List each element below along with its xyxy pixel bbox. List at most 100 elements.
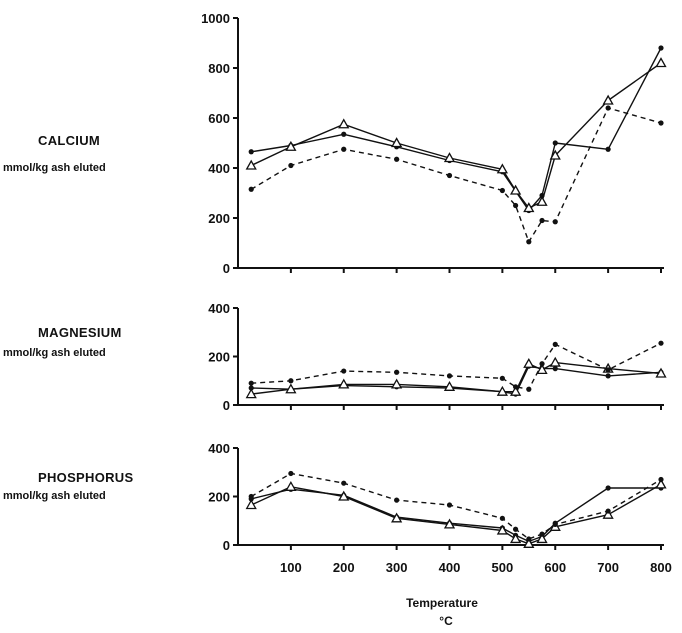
magnesium-series-2-point (245, 388, 257, 399)
calcium-series-2-point (496, 163, 508, 174)
calcium-series-2-line (250, 62, 662, 209)
phosphorus-series-2-point (509, 533, 522, 544)
x-tick-label: 500 (492, 560, 514, 575)
calcium-series-1-point (341, 131, 347, 137)
phosphorus-series-2-point (496, 524, 508, 535)
magnesium-series-2-point (655, 367, 667, 378)
magnesium-panel-label: MAGNESIUM (38, 325, 122, 340)
magnesium-series-2-point (536, 364, 548, 374)
magnesium-y-tick-label: 0 (223, 398, 230, 413)
calcium-series-3-point (394, 156, 400, 162)
calcium-series-1-point (658, 45, 664, 51)
phosphorus-y-tick-label: 400 (208, 441, 230, 456)
magnesium-series-2-point (391, 378, 403, 389)
magnesium-series-3-point (526, 386, 532, 392)
magnesium-panel-unit: mmol/kg ash eluted (3, 347, 106, 359)
calcium-series-2-point (443, 152, 456, 163)
calcium-series-3-point (512, 202, 519, 209)
magnesium-series-2-point (496, 385, 508, 396)
calcium-y-tick-label: 1000 (201, 11, 230, 26)
phosphorus-series-2-point (523, 537, 535, 548)
phosphorus-series-3-point (341, 480, 347, 486)
calcium-panel-label: CALCIUM (38, 133, 101, 148)
calcium-series-2-point (285, 140, 297, 151)
magnesium-y-tick-label: 400 (208, 301, 230, 316)
phosphorus-series-3-point (288, 470, 294, 477)
magnesium-series-1-point (605, 373, 611, 379)
magnesium-series-3-point (394, 369, 400, 375)
calcium-y-tick-label: 0 (223, 261, 230, 276)
magnesium-series-2-line (251, 361, 662, 395)
calcium-series-3-point (288, 162, 294, 169)
calcium-y-tick-label: 200 (208, 211, 230, 226)
magnesium-series-3-point (552, 341, 558, 347)
magnesium-series-1-point (552, 366, 558, 372)
phosphorus-series-2-point (536, 533, 548, 544)
calcium-y-tick-label: 800 (208, 61, 230, 76)
x-tick-label: 200 (333, 560, 355, 575)
x-axis-label: Temperature (406, 596, 478, 610)
magnesium-series-3-point (341, 368, 347, 374)
x-tick-label: 700 (597, 560, 619, 575)
phosphorus-series-3-point (248, 493, 254, 500)
magnesium-series-3-point (288, 378, 294, 384)
magnesium-series-3-point (539, 361, 545, 367)
magnesium-series-3-point (658, 340, 664, 346)
phosphorus-series-3-point (526, 536, 532, 542)
phosphorus-y-tick-label: 200 (208, 490, 230, 505)
phosphorus-series-2-point (655, 478, 667, 489)
phosphorus-series-1-line (251, 487, 661, 543)
magnesium-y-tick-label: 200 (208, 350, 230, 365)
calcium-y-tick-label: 400 (208, 161, 230, 176)
phosphorus-series-3-point (394, 497, 400, 503)
x-tick-label: 300 (386, 560, 408, 575)
calcium-series-1-point (605, 146, 611, 152)
magnesium-series-2-point (523, 357, 535, 368)
calcium-series-1-line (251, 47, 662, 212)
calcium-panel-unit: mmol/kg ash eluted (3, 162, 106, 174)
phosphorus-series-2-point (391, 512, 403, 523)
calcium-series-2-point (602, 94, 614, 105)
magnesium-series-1-line (251, 365, 662, 395)
x-tick-label: 400 (439, 560, 461, 575)
phosphorus-series-2-line (250, 483, 662, 545)
phosphorus-series-2-point (245, 499, 257, 510)
x-tick-label: 600 (544, 560, 566, 575)
phosphorus-series-3-point (512, 526, 519, 532)
phosphorus-series-3-point (446, 502, 453, 508)
x-tick-label: 100 (280, 560, 302, 575)
phosphorus-series-2-point (338, 490, 350, 501)
phosphorus-panel-label: PHOSPHORUS (38, 470, 134, 485)
magnesium-series-3-point (248, 380, 254, 386)
magnesium-series-2-point (549, 356, 561, 367)
calcium-series-3-point (526, 239, 532, 245)
calcium-series-3-point (499, 187, 505, 194)
phosphorus-y-tick-label: 0 (223, 538, 230, 553)
calcium-series-2-point (509, 184, 522, 195)
phosphorus-series-3-line (250, 472, 662, 540)
calcium-series-2-point (391, 137, 403, 148)
magnesium-series-2-point (338, 378, 350, 389)
magnesium-series-3-point (512, 384, 519, 390)
calcium-series-2-point (536, 195, 548, 206)
calcium-series-2-point (523, 202, 535, 213)
phosphorus-series-3-point (499, 515, 505, 521)
calcium-series-1-point (248, 149, 254, 155)
calcium-series-2-point (549, 149, 561, 160)
calcium-series-2-point (655, 57, 667, 68)
phosphorus-series-3-point (552, 521, 558, 527)
phosphorus-series-3-point (658, 476, 664, 483)
calcium-series-2-point (338, 118, 350, 129)
calcium-series-3-point (248, 186, 254, 192)
phosphorus-series-2-point (602, 508, 614, 519)
x-tick-label: 800 (650, 560, 672, 575)
calcium-series-1-point (552, 140, 558, 146)
calcium-series-3-point (539, 217, 545, 224)
phosphorus-series-2-point (285, 480, 297, 491)
magnesium-series-1-point (248, 385, 254, 391)
calcium-series-3-point (446, 172, 453, 179)
phosphorus-series-1-point (605, 485, 611, 491)
calcium-series-3-point (341, 146, 347, 152)
